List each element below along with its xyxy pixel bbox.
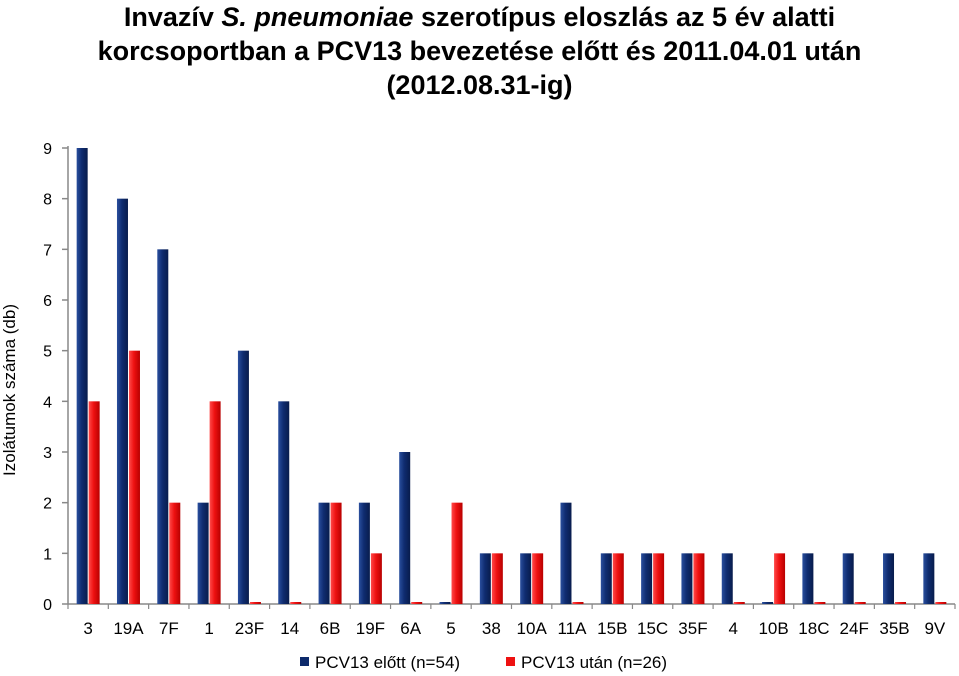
x-tick-label: 3 [83, 619, 92, 638]
x-tick-label: 18C [798, 619, 829, 638]
x-tick-label: 23F [235, 619, 264, 638]
x-tick-label: 19F [356, 619, 385, 638]
bar-after-35F [693, 553, 705, 604]
bar-before-11A [560, 502, 572, 604]
bar-after-3 [88, 401, 100, 604]
x-tick-label: 15C [637, 619, 668, 638]
x-tick-label: 10A [517, 619, 548, 638]
x-tick-label: 5 [446, 619, 455, 638]
bar-after-19A [128, 350, 140, 604]
y-tick-label: 0 [43, 597, 52, 614]
x-tick-label: 6A [400, 619, 421, 638]
bar-before-19F [358, 502, 370, 604]
x-tick-label: 4 [729, 619, 738, 638]
y-tick-label: 9 [43, 141, 52, 158]
legend-label-before: PCV13 előtt (n=54) [315, 653, 460, 672]
bar-before-15C [641, 553, 653, 604]
legend-swatch-before [300, 657, 309, 666]
bar-before-35B [883, 553, 895, 604]
bar-after-10B [774, 553, 786, 604]
x-tick-label: 38 [482, 619, 501, 638]
bar-after-6A [411, 602, 423, 604]
x-tick-label: 6B [320, 619, 341, 638]
title-line-3: (2012.08.31-ig) [386, 70, 573, 100]
x-tick-label: 14 [280, 619, 299, 638]
bar-before-6B [318, 502, 330, 604]
x-tick-label: 7F [159, 619, 179, 638]
y-tick-labels: 0 1 2 3 4 5 6 7 8 9 [43, 141, 52, 614]
y-tick-label: 5 [43, 344, 52, 361]
y-tick-label: 7 [43, 242, 52, 259]
y-tick-label: 1 [43, 546, 52, 563]
bar-after-35B [895, 602, 907, 604]
title-line-2: korcsoportban a PCV13 bevezetése előtt é… [97, 36, 862, 66]
bar-after-6B [330, 502, 342, 604]
legend-swatch-after [506, 657, 515, 666]
x-tick-label: 35B [879, 619, 909, 638]
bar-after-1 [209, 401, 221, 604]
x-tick-label: 1 [204, 619, 213, 638]
bar-before-19A [116, 198, 128, 604]
x-tick-label: 10B [758, 619, 788, 638]
bar-after-5 [451, 502, 463, 604]
bar-after-9V [935, 602, 947, 604]
bar-after-15B [612, 553, 624, 604]
x-tick-label: 15B [597, 619, 627, 638]
chart-title: Invazív S. pneumoniae szerotípus eloszlá… [0, 0, 959, 102]
y-tick-label: 2 [43, 496, 52, 513]
x-tick-label: 24F [840, 619, 869, 638]
bar-before-35F [681, 553, 693, 604]
bar-before-23F [237, 350, 249, 604]
bar-after-19F [370, 553, 382, 604]
bar-before-5 [439, 602, 451, 604]
legend-label-after: PCV13 után (n=26) [521, 653, 667, 672]
chart-legend: PCV13 előtt (n=54) PCV13 után (n=26) [300, 653, 667, 672]
title-species: S. pneumoniae [221, 2, 414, 32]
bar-before-18C [802, 553, 814, 604]
x-tick-label: 19A [113, 619, 144, 638]
bar-before-6A [399, 452, 411, 604]
y-tick-label: 8 [43, 192, 52, 209]
bar-after-14 [290, 602, 302, 604]
title-line-1-pre: Invazív [123, 2, 222, 32]
bar-before-14 [278, 401, 290, 604]
x-tick-label: 35F [678, 619, 707, 638]
title-line-1: Invazív S. pneumoniae szerotípus eloszlá… [0, 0, 959, 34]
bar-before-10A [520, 553, 532, 604]
bar-after-38 [491, 553, 503, 604]
y-axis-label: Izolátumok száma (db) [0, 304, 19, 476]
bar-after-15C [653, 553, 665, 604]
y-tick-label: 3 [43, 445, 52, 462]
bar-after-23F [249, 602, 261, 604]
bar-after-11A [572, 602, 584, 604]
bar-before-10B [762, 602, 774, 604]
title-line-1-post: szerotípus eloszlás az 5 év alatti [413, 2, 836, 32]
bar-before-24F [842, 553, 854, 604]
y-tick-label: 4 [43, 394, 52, 411]
chart-bars [76, 148, 947, 605]
bar-before-15B [600, 553, 612, 604]
x-tick-label: 9V [924, 619, 945, 638]
x-tick-labels: 3 19A 7F 1 23F 14 6B 19F 6A 5 38 10A 11A 15B 15C 35F 4 10… [83, 619, 945, 638]
bar-before-4 [721, 553, 733, 604]
bar-after-10A [532, 553, 544, 604]
bar-before-38 [479, 553, 491, 604]
bar-after-24F [854, 602, 866, 604]
bar-after-18C [814, 602, 826, 604]
y-tick-label: 6 [43, 293, 52, 310]
bar-after-4 [733, 602, 745, 604]
bar-before-3 [76, 148, 88, 604]
bar-before-7F [157, 249, 169, 605]
bar-after-7F [169, 502, 181, 604]
x-tick-label: 11A [557, 619, 587, 638]
chart-axes [62, 146, 956, 609]
bar-before-9V [923, 553, 935, 604]
bar-before-1 [197, 502, 209, 604]
